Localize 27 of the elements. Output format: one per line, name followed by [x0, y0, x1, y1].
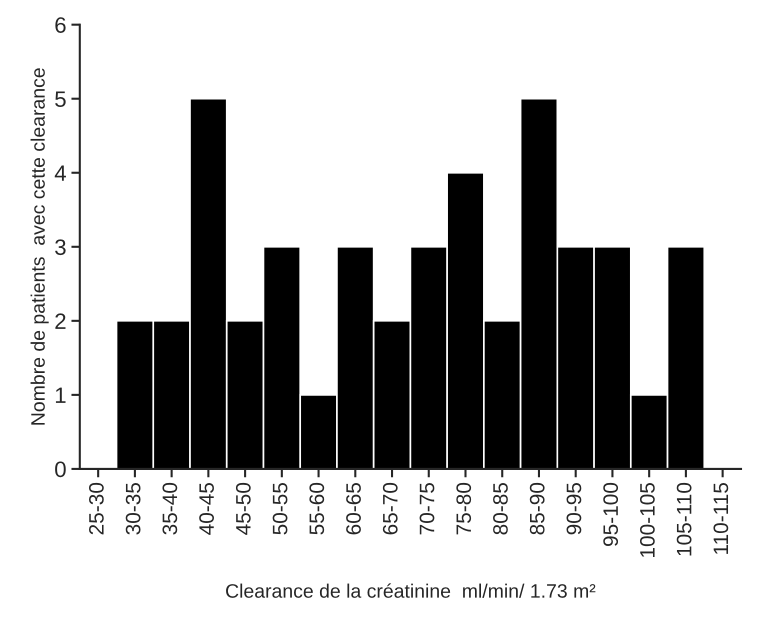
x-tick-label: 55-60 [309, 482, 324, 535]
y-tick-label: 1 [56, 388, 66, 403]
x-tick-label: 70-75 [420, 482, 434, 534]
x-tick-label: 30-35 [126, 482, 140, 535]
y-tick-label: 6 [55, 17, 66, 33]
x-tick-label: 80-85 [493, 482, 508, 534]
x-tick-label: 85-90 [530, 482, 545, 534]
x-tick-label: 100-105 [640, 482, 655, 557]
x-tick-label: 25-30 [89, 482, 104, 534]
y-tick-label: 4 [54, 166, 66, 181]
y-tick-label: 5 [55, 91, 66, 107]
x-tick-label: 75-80 [456, 482, 472, 534]
x-tick-label: 105-110 [676, 482, 692, 556]
y-axis-title: Nombre de patients avec cette clearance [30, 68, 49, 425]
x-tick-label: 50-55 [272, 482, 288, 535]
x-tick-label: 95-100 [603, 482, 618, 546]
x-tick-label: 40-45 [199, 482, 214, 535]
y-tick-label: 3 [55, 239, 66, 256]
x-axis-title: Clearance de la créatinine ml/min/ 1.73 m² [226, 583, 596, 598]
y-tick-label: 0 [55, 461, 66, 478]
x-tick-label: 60-65 [346, 482, 361, 534]
y-tick-label: 2 [55, 313, 66, 329]
x-tick-label: 110-115 [713, 482, 728, 554]
x-tick-label: 35-40 [162, 482, 178, 535]
x-tick-label: 90-95 [566, 482, 582, 534]
x-tick-label: 65-70 [382, 482, 398, 534]
x-tick-label: 45-50 [236, 482, 251, 535]
